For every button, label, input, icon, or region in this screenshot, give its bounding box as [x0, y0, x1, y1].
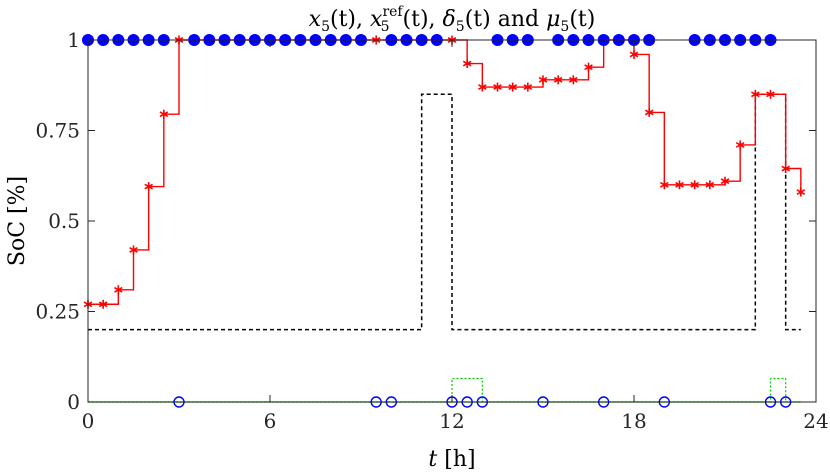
- x-tick-label: 18: [621, 409, 646, 433]
- star-stroke: [114, 286, 123, 293]
- soc-star-marker: [98, 299, 108, 309]
- soc-star-marker: [705, 180, 715, 190]
- soc-star-marker: [796, 187, 806, 197]
- soc-star-marker: [144, 182, 153, 192]
- star-stroke: [493, 84, 502, 91]
- soc-star-marker: [660, 180, 669, 190]
- star-stroke: [796, 189, 806, 195]
- soc-star-marker: [735, 140, 745, 150]
- y-tick-label: 0.25: [35, 300, 80, 324]
- soc-star-marker: [690, 180, 699, 190]
- soc-star-marker: [675, 180, 684, 190]
- star-stroke: [675, 181, 684, 188]
- star-stroke: [660, 181, 669, 188]
- x-axis-ticks: 0 6 12 18 24: [82, 40, 829, 433]
- soc-star-marker: [129, 245, 138, 255]
- star-stroke: [584, 64, 593, 71]
- soc-star-marker: [720, 176, 730, 186]
- soc-star-marker: [629, 49, 639, 59]
- y-tick-label: 0: [67, 390, 80, 414]
- star-stroke: [569, 76, 578, 83]
- y-axis-ticks: 0 0.25 0.5 0.75 1: [35, 28, 816, 414]
- x-axis-label: t [h]: [428, 447, 475, 472]
- x-tick-label: 24: [803, 409, 828, 433]
- star-stroke: [523, 84, 533, 91]
- star-stroke: [98, 301, 108, 308]
- star-stroke: [735, 142, 745, 148]
- y-axis-label: SoC [%]: [5, 176, 30, 266]
- soc-star-marker: [553, 75, 563, 85]
- soc-star-marker: [478, 82, 487, 92]
- star-stroke: [751, 91, 760, 98]
- y-tick-label: 0.5: [48, 209, 80, 233]
- soc-star-marker: [114, 285, 123, 295]
- star-stroke: [478, 84, 487, 91]
- star-stroke: [644, 109, 654, 116]
- chart-title: x5(t), xref 5 (t), δ5(t) and μ5(t): [309, 4, 596, 35]
- x-tick-label: 12: [439, 409, 464, 433]
- soc-star-marker: [781, 164, 790, 174]
- star-stroke: [720, 178, 730, 185]
- star-stroke: [144, 183, 153, 190]
- soc-star-marker: [766, 89, 775, 99]
- star-stroke: [159, 111, 169, 118]
- soc-star-marker: [751, 89, 760, 99]
- soc-star-marker: [523, 82, 533, 92]
- star-stroke: [462, 60, 472, 67]
- plot-area: [88, 40, 816, 402]
- star-stroke: [129, 247, 138, 253]
- soc-star-marker: [493, 82, 502, 92]
- soc-star-marker: [538, 75, 548, 85]
- star-stroke: [690, 181, 699, 188]
- star-stroke: [705, 181, 715, 188]
- star-stroke: [766, 91, 775, 98]
- soc-star-marker: [508, 82, 517, 92]
- soc-star-marker: [462, 59, 472, 69]
- star-stroke: [538, 76, 548, 83]
- star-stroke: [629, 51, 639, 58]
- soc-star-marker: [644, 107, 654, 117]
- x-tick-label: 0: [82, 409, 95, 433]
- soc-star-marker: [569, 75, 578, 85]
- reference-dashed-line: [88, 93, 801, 331]
- soc-star-marker: [584, 62, 593, 72]
- soc-star-marker: [159, 109, 169, 119]
- star-stroke: [553, 76, 563, 83]
- star-stroke: [508, 84, 517, 91]
- y-tick-label: 0.75: [35, 119, 80, 143]
- star-stroke: [781, 165, 790, 172]
- soc-stairs-line: [88, 39, 802, 305]
- y-tick-label: 1: [67, 28, 80, 52]
- x-tick-label: 6: [264, 409, 277, 433]
